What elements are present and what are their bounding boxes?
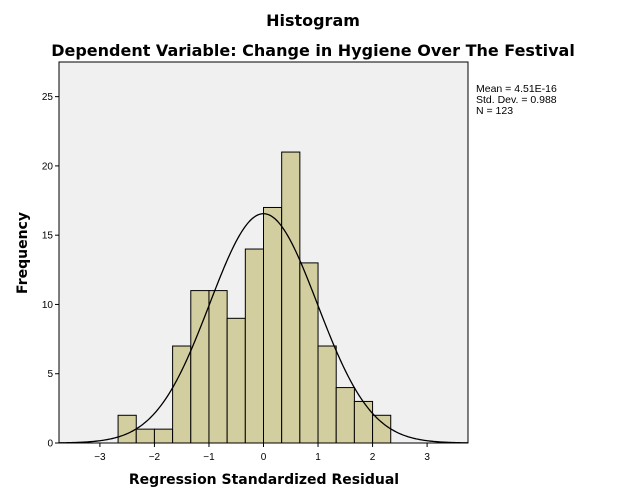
normal-curve-layer	[58, 213, 469, 444]
y-tick-label: 0	[47, 439, 53, 450]
histogram-bar	[117, 414, 137, 444]
histogram-bar	[335, 387, 355, 444]
y-axis: 0 5 10 15 20 25	[42, 92, 59, 450]
normal-curve	[58, 213, 469, 444]
histogram-bar	[244, 248, 264, 444]
x-tick-label: 1	[315, 452, 321, 463]
y-axis-title: Frequency	[15, 212, 31, 294]
chart-subtitle: Dependent Variable: Change in Hygiene Ov…	[51, 41, 575, 60]
chart-title: Histogram	[266, 11, 360, 30]
y-tick-label: 5	[47, 369, 53, 380]
histogram-bar	[317, 345, 337, 444]
y-tick-label: 15	[42, 231, 54, 242]
histogram-bar	[372, 414, 392, 444]
x-tick-label: −3	[94, 452, 106, 463]
x-tick-label: −2	[149, 452, 161, 463]
stats-mean: Mean = 4.51E-16	[476, 83, 557, 95]
histogram-bar	[263, 206, 283, 444]
x-tick-label: 0	[261, 452, 267, 463]
x-tick-label: 3	[424, 452, 430, 463]
histogram-bar	[208, 290, 228, 444]
histogram-bar	[299, 262, 319, 444]
stats-box: Mean = 4.51E-16 Std. Dev. = 0.988 N = 12…	[476, 83, 557, 117]
x-tick-label: 2	[370, 452, 376, 463]
x-axis-title: Regression Standardized Residual	[129, 472, 399, 488]
y-tick-label: 25	[42, 92, 54, 103]
histogram-bar	[135, 428, 155, 444]
histogram-bar	[153, 428, 174, 444]
histogram-bar	[226, 317, 246, 444]
stats-std-dev: Std. Dev. = 0.988	[476, 94, 557, 106]
histogram-bars	[117, 151, 392, 444]
histogram-bar	[281, 151, 301, 444]
x-tick-label: −1	[203, 452, 215, 463]
y-tick-label: 20	[42, 161, 54, 172]
histogram-bar	[172, 345, 192, 444]
stats-n: N = 123	[476, 105, 513, 117]
y-tick-label: 10	[42, 300, 54, 311]
x-axis: −3 −2 −1 0 1 2 3	[94, 443, 430, 463]
histogram-bar	[353, 400, 374, 444]
